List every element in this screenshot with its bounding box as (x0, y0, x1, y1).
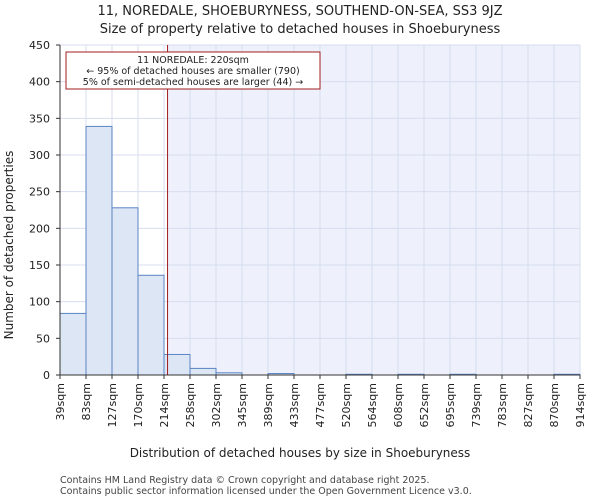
annotation-line-1: 11 NOREDALE: 220sqm (137, 55, 249, 66)
footer-licence: Contains public sector information licen… (60, 486, 472, 497)
annotation-line-3: 5% of semi-detached houses are larger (4… (83, 77, 303, 88)
y-tick-label-250: 250 (29, 186, 50, 199)
x-tick-label-127sqm: 127sqm (106, 383, 119, 427)
chart-title: 11, NOREDALE, SHOEBURYNESS, SOUTHEND-ON-… (97, 4, 502, 19)
y-tick-label-200: 200 (29, 222, 50, 235)
y-tick-label-300: 300 (29, 149, 50, 162)
larger-region-background (167, 45, 580, 375)
x-tick-label-39sqm: 39sqm (54, 383, 67, 420)
x-tick-label-695sqm: 695sqm (444, 383, 457, 427)
bar-170sqm (137, 274, 165, 376)
x-tick-label-608sqm: 608sqm (392, 383, 405, 427)
plot-area: 0 50 100 150 200 250 300 350 400 450 39sqm 83sqm 127… (29, 39, 587, 427)
x-tick-label-870sqm: 870sqm (548, 383, 561, 427)
x-tick-label-83sqm: 83sqm (80, 383, 93, 420)
y-tick-label-50: 50 (36, 332, 50, 345)
bar-127sqm (111, 207, 139, 376)
x-tick-label-433sqm: 433sqm (288, 383, 301, 427)
x-tick-label-914sqm: 914sqm (574, 383, 587, 427)
x-tick-label-258sqm: 258sqm (184, 383, 197, 427)
bar-258sqm (189, 367, 217, 376)
x-tick-label-477sqm: 477sqm (314, 383, 327, 427)
x-tick-label-827sqm: 827sqm (522, 383, 535, 427)
x-tick-label-214sqm: 214sqm (158, 383, 171, 427)
x-tick-label-345sqm: 345sqm (236, 383, 249, 427)
x-tick-label-389sqm: 389sqm (262, 383, 275, 427)
y-tick-label-350: 350 (29, 112, 50, 125)
y-tick-label-450: 450 (29, 39, 50, 52)
bar-39sqm (59, 312, 87, 376)
annotation-box (65, 51, 321, 90)
bar-83sqm (85, 125, 113, 376)
y-tick-label-400: 400 (29, 76, 50, 89)
y-tick-label-0: 0 (43, 369, 50, 382)
chart-subtitle: Size of property relative to detached ho… (100, 22, 501, 37)
x-tick-label-520sqm: 520sqm (340, 383, 353, 427)
x-tick-label-783sqm: 783sqm (496, 383, 509, 427)
annotation-line-2: ← 95% of detached houses are smaller (79… (86, 66, 299, 77)
x-tick-label-564sqm: 564sqm (366, 383, 379, 427)
y-axis-label: Number of detached properties (2, 151, 16, 340)
x-tick-label-652sqm: 652sqm (418, 383, 431, 427)
y-tick-label-100: 100 (29, 296, 50, 309)
x-axis-label: Distribution of detached houses by size … (130, 446, 471, 460)
footer-copyright: Contains HM Land Registry data © Crown c… (60, 475, 430, 486)
x-tick-label-170sqm: 170sqm (132, 383, 145, 427)
x-tick-label-739sqm: 739sqm (470, 383, 483, 427)
x-tick-label-302sqm: 302sqm (210, 383, 223, 427)
y-tick-label-150: 150 (29, 259, 50, 272)
